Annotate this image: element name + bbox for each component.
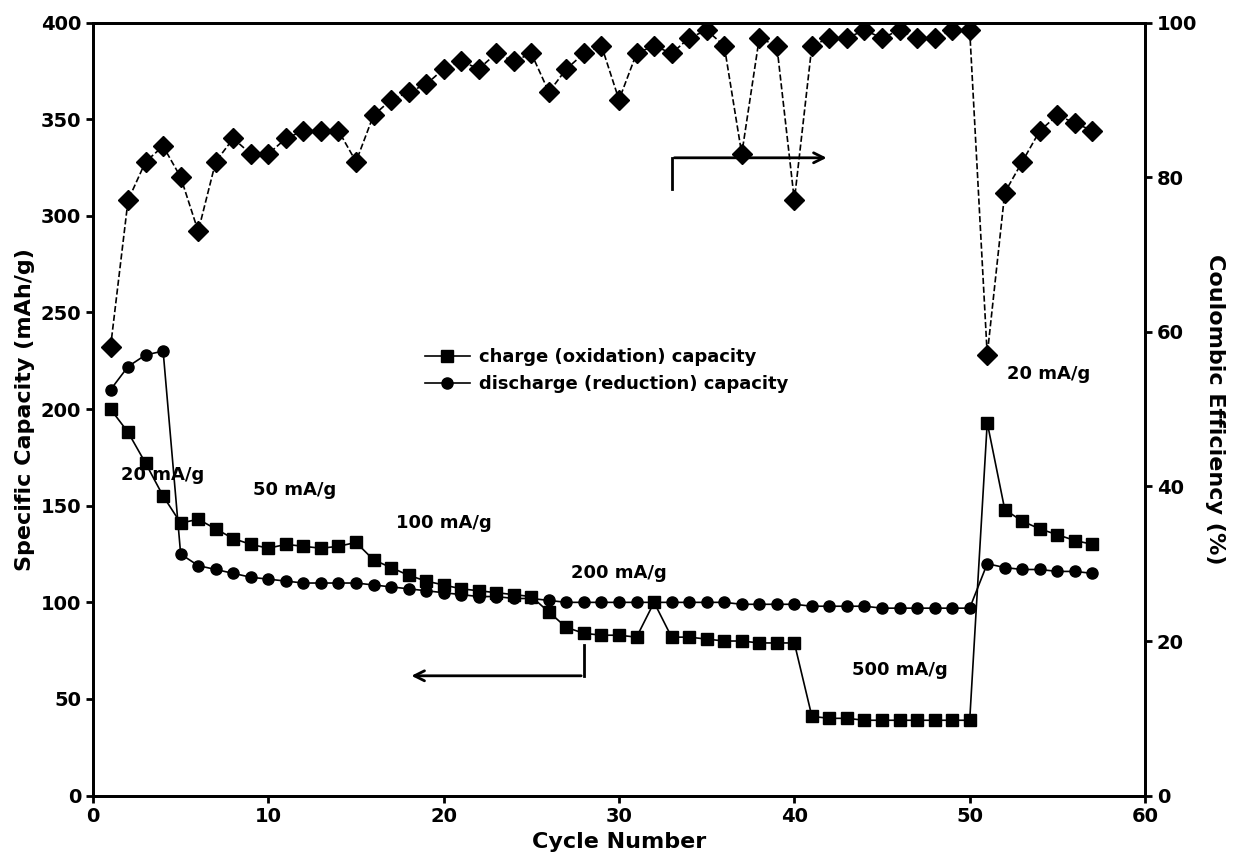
Text: 50 mA/g: 50 mA/g <box>253 481 336 499</box>
Text: 200 mA/g: 200 mA/g <box>572 564 667 583</box>
Legend: charge (oxidation) capacity, discharge (reduction) capacity: charge (oxidation) capacity, discharge (… <box>418 341 796 401</box>
Y-axis label: Coulombic Efficiency (%): Coulombic Efficiency (%) <box>1205 254 1225 564</box>
Y-axis label: Specific Capacity (mAh/g): Specific Capacity (mAh/g) <box>15 248 35 570</box>
Text: 100 mA/g: 100 mA/g <box>396 514 491 532</box>
X-axis label: Cycle Number: Cycle Number <box>532 832 706 852</box>
Text: 20 mA/g: 20 mA/g <box>122 466 205 484</box>
Text: 20 mA/g: 20 mA/g <box>1007 365 1090 383</box>
Text: 500 mA/g: 500 mA/g <box>852 661 947 679</box>
